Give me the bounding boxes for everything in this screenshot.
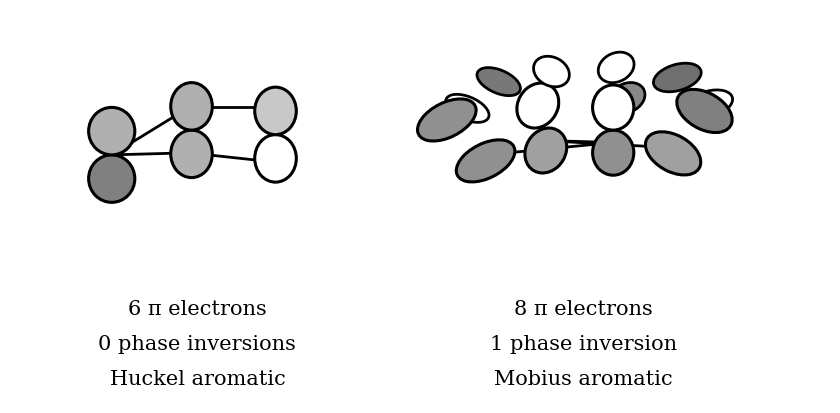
Text: 0 phase inversions: 0 phase inversions xyxy=(98,335,297,354)
Text: Huckel aromatic: Huckel aromatic xyxy=(109,370,286,389)
Ellipse shape xyxy=(89,155,134,202)
Ellipse shape xyxy=(477,68,521,96)
Text: Mobius aromatic: Mobius aromatic xyxy=(495,370,673,389)
Ellipse shape xyxy=(89,107,134,155)
Ellipse shape xyxy=(171,83,213,130)
Ellipse shape xyxy=(654,63,701,92)
Ellipse shape xyxy=(677,89,732,133)
Ellipse shape xyxy=(255,87,297,135)
Text: 6 π electrons: 6 π electrons xyxy=(128,300,267,319)
Ellipse shape xyxy=(609,83,645,113)
Ellipse shape xyxy=(525,128,567,173)
Ellipse shape xyxy=(592,130,634,175)
Ellipse shape xyxy=(533,56,570,87)
Ellipse shape xyxy=(598,52,634,83)
Ellipse shape xyxy=(685,90,732,119)
Ellipse shape xyxy=(255,135,297,182)
Ellipse shape xyxy=(417,99,476,141)
Ellipse shape xyxy=(456,140,515,182)
Ellipse shape xyxy=(522,87,559,117)
Text: 1 phase inversion: 1 phase inversion xyxy=(491,335,677,354)
Ellipse shape xyxy=(445,94,489,122)
Ellipse shape xyxy=(645,132,701,175)
Ellipse shape xyxy=(171,130,213,178)
Ellipse shape xyxy=(517,83,559,128)
Ellipse shape xyxy=(592,85,634,130)
Text: 8 π electrons: 8 π electrons xyxy=(514,300,654,319)
